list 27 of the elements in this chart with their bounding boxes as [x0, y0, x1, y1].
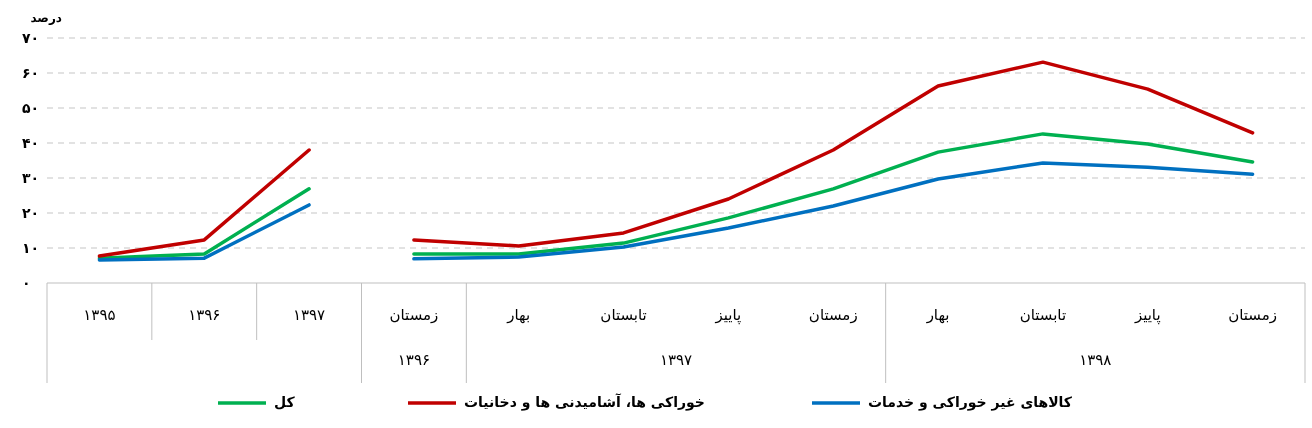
- x-tick-label: زمستان: [389, 306, 439, 324]
- x-tick-label: ۱۳۹۶: [188, 306, 221, 324]
- x-tick-label: زمستان: [1228, 306, 1277, 324]
- y-tick-label: ۲۰: [22, 205, 40, 221]
- legend-label: خوراکی ها، آشامیدنی ها و دخانیات: [464, 393, 705, 411]
- x-tick-label: پاییز: [1133, 306, 1161, 325]
- text: ۱۳۹۸: [1079, 351, 1112, 369]
- x-tick-label: بهار: [506, 306, 531, 324]
- text: ۱۳۹۷: [659, 351, 693, 369]
- legend-label: کالاهای غیر خوراکی و خدمات: [868, 394, 1073, 411]
- x-tick-label: پاییز: [714, 306, 742, 325]
- x-tick-label: زمستان: [808, 306, 858, 324]
- y-tick-label: ۳۰: [22, 170, 40, 186]
- y-tick-label: ۵۰: [22, 100, 40, 116]
- y-tick-label: ۱۰: [22, 240, 40, 256]
- text: ۱۳۹۶: [397, 351, 431, 369]
- y-tick-label: ۷۰: [22, 30, 40, 46]
- x-tick-label: بهار: [925, 306, 950, 324]
- legend-label: کل: [274, 394, 296, 410]
- y-tick-label: ۰: [22, 275, 31, 291]
- y-tick-label: ۴۰: [22, 135, 40, 151]
- x-tick-label: تابستان: [600, 306, 647, 324]
- x-tick-label: ۱۳۹۷: [292, 306, 326, 324]
- y-axis-title: درصد: [30, 11, 62, 25]
- x-tick-label: ۱۳۹۵: [83, 306, 116, 324]
- y-tick-label: ۶۰: [22, 65, 40, 81]
- x-tick-label: تابستان: [1019, 306, 1067, 324]
